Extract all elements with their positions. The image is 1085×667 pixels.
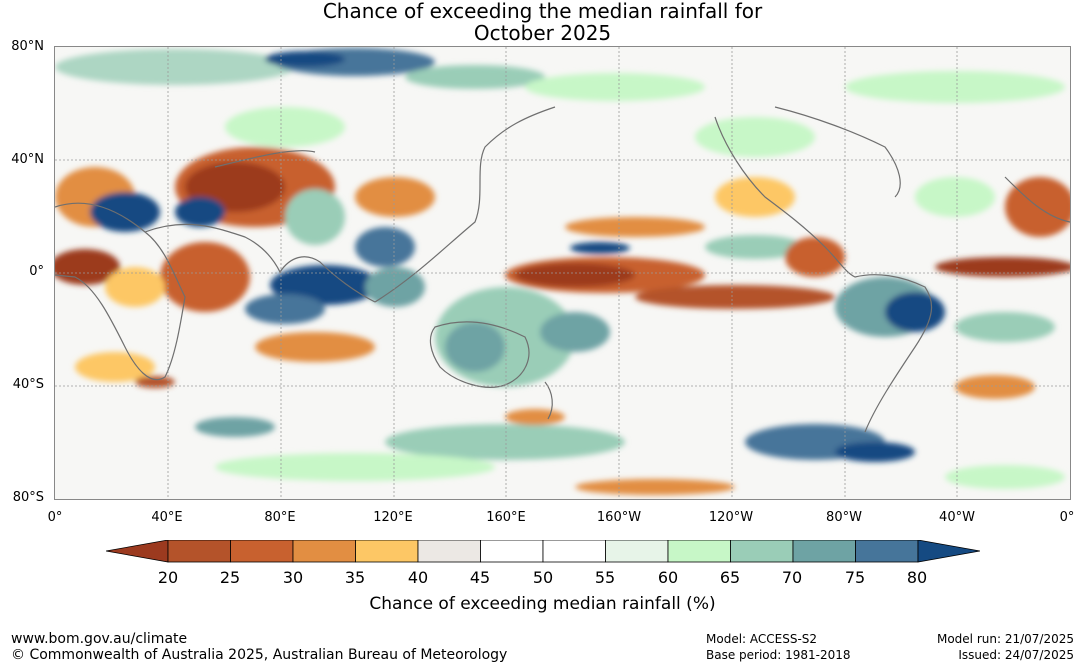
- lon-label-120e: 120°E: [373, 510, 413, 525]
- colorbar-segment: [730, 540, 794, 563]
- colorbar-tick: 25: [219, 568, 241, 587]
- colorbar-segment: [480, 540, 544, 563]
- lon-label-0-right: 0°: [1059, 510, 1075, 525]
- colorbar-segment: [167, 540, 231, 563]
- colorbar-segment: [355, 540, 419, 563]
- colorbar-tick: 60: [657, 568, 679, 587]
- issued-text: Issued: 24/07/2025: [958, 648, 1074, 662]
- lat-label-40n: 40°N: [11, 152, 44, 167]
- colorbar-segment-below-20: [106, 540, 169, 563]
- map-title-line-1: Chance of exceeding the median rainfall …: [322, 0, 763, 23]
- base-period-text: Base period: 1981-2018: [706, 648, 851, 662]
- website-text: www.bom.gov.au/climate: [11, 631, 188, 647]
- lon-label-160e: 160°E: [486, 510, 526, 525]
- colorbar-segment: [855, 540, 919, 563]
- lon-label-80w: 80°W: [826, 510, 862, 525]
- colorbar-tick: 20: [157, 568, 179, 587]
- lat-label-80n: 80°N: [11, 39, 44, 54]
- graticule: [55, 47, 1070, 499]
- lat-label-0: 0°: [29, 264, 44, 279]
- colorbar-tick: 30: [282, 568, 304, 587]
- colorbar-segment-above-80: [917, 540, 980, 563]
- colorbar-tick: 80: [906, 568, 928, 587]
- colorbar-tick: 50: [532, 568, 554, 587]
- colorbar-segment: [230, 540, 294, 563]
- lon-label-80e: 80°E: [264, 510, 296, 525]
- colorbar-tick: 45: [469, 568, 491, 587]
- rainfall-anomaly-shading: [55, 48, 1070, 495]
- colorbar-segment: [292, 540, 356, 563]
- colorbar-tick: 35: [344, 568, 366, 587]
- rainfall-probability-map: [54, 46, 1071, 500]
- colorbar-label: Chance of exceeding median rainfall (%): [369, 594, 716, 614]
- lon-label-0-left: 0°: [47, 510, 63, 525]
- colorbar-tick: 70: [781, 568, 803, 587]
- model-text: Model: ACCESS-S2: [706, 632, 818, 646]
- copyright-text: © Commonwealth of Australia 2025, Austra…: [11, 647, 508, 663]
- colorbar-segment: [792, 540, 856, 563]
- colorbar-segment: [605, 540, 669, 563]
- colorbar-segment: [542, 540, 606, 563]
- lon-label-120w: 120°W: [708, 510, 754, 525]
- lon-label-40e: 40°E: [151, 510, 183, 525]
- model-run-text: Model run: 21/07/2025: [936, 632, 1074, 646]
- colorbar-tick: 65: [719, 568, 741, 587]
- lat-label-40s: 40°S: [12, 377, 44, 392]
- map-title-line-2: October 2025: [473, 21, 612, 45]
- lon-label-40w: 40°W: [939, 510, 975, 525]
- colorbar: [106, 540, 980, 563]
- colorbar-tick: 75: [844, 568, 866, 587]
- lat-label-80s: 80°S: [12, 490, 44, 505]
- colorbar-segment: [417, 540, 481, 563]
- colorbar-tick: 55: [594, 568, 616, 587]
- colorbar-tick: 40: [407, 568, 429, 587]
- coastlines: [55, 106, 1070, 433]
- lon-label-160w: 160°W: [596, 510, 642, 525]
- colorbar-segment: [667, 540, 731, 563]
